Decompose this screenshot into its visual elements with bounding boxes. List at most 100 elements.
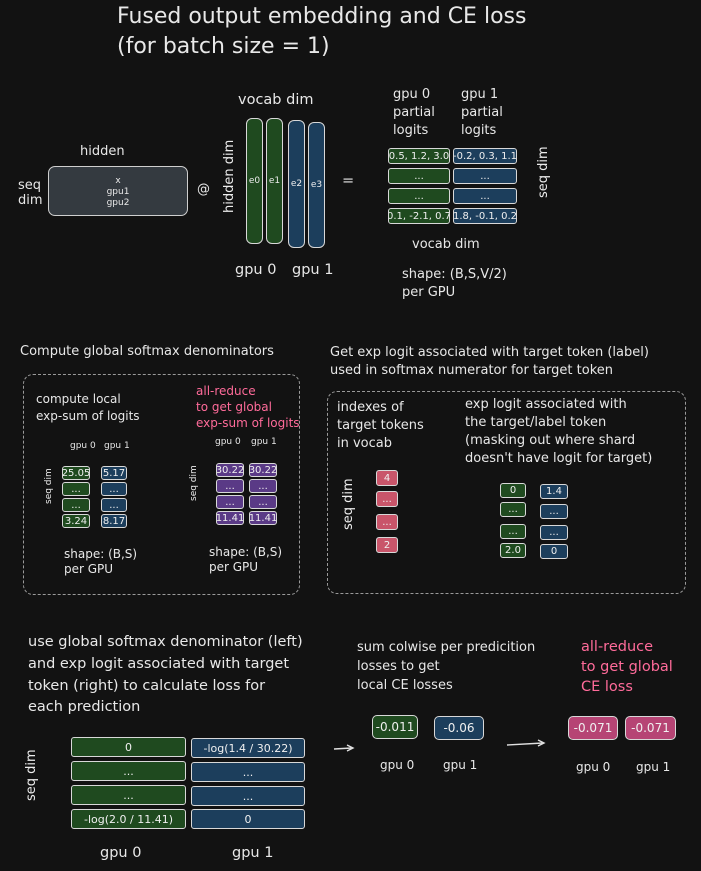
indexes-label-1: indexes of (337, 400, 404, 415)
exp-logit-label-2: the target/label token (465, 415, 607, 430)
target-logit-heading-2: used in softmax numerator for target tok… (330, 363, 614, 378)
logit-g-row-0: 0.5, 1.2, 3.0 (388, 148, 450, 164)
global-ce-gpu0: -0.071 (568, 716, 618, 740)
exp-logit-label-1: exp logit associated with (465, 397, 627, 412)
global-shape-2: per GPU (209, 560, 259, 574)
local-expsum-label-2: exp-sum of logits (36, 409, 140, 423)
loss-gpu0-label: gpu 0 (100, 845, 142, 861)
exp-logit-label-4: doesn't have logit for target) (465, 451, 653, 466)
global-ce-gpu1: -0.071 (625, 716, 676, 740)
logit-b-row-2: ... (453, 188, 517, 204)
hidden-gpu2: gpu2 (106, 198, 130, 208)
exp-logit-g-0: 0 (500, 483, 526, 498)
global-expsum-p1-1: ... (249, 479, 277, 493)
loss-gpu1-label: gpu 1 (232, 845, 274, 861)
gpu1-partial-3: logits (461, 123, 497, 138)
global-expsum-p1-3: 11.41 (249, 511, 277, 525)
logit-g-row-3: 0.1, -2.1, 0.7 (388, 208, 450, 224)
global-seq-dim: seq dim (189, 465, 199, 501)
global-expsum-p0-1: ... (216, 479, 244, 493)
loss-b-row-3: 0 (191, 809, 305, 829)
vocab-dim-label-top: vocab dim (238, 92, 314, 108)
loss-g-row-1: ... (71, 761, 186, 781)
target-index-2: ... (376, 514, 398, 530)
loss-label-2: and exp logit associated with target (28, 656, 290, 672)
target-logit-heading-1: Get exp logit associated with target tok… (330, 345, 649, 360)
loss-b-row-2: ... (191, 786, 305, 806)
global-gpu0-label: gpu 0 (215, 437, 241, 447)
local-expsum-b-3: 8.17 (101, 514, 127, 528)
exp-logit-b-3: 0 (540, 544, 568, 559)
gpu0-partial-2: partial (393, 105, 435, 120)
equals-symbol: = (342, 173, 355, 189)
local-expsum-b-2: ... (101, 498, 127, 512)
loss-b-row-1: ... (191, 762, 305, 782)
target-index-1: ... (376, 491, 398, 507)
hidden-x: x (115, 176, 121, 186)
global-ce-gpu0-label: gpu 0 (576, 760, 611, 774)
diagram-title-line2: (for batch size = 1) (117, 34, 330, 59)
hidden-matrix: x gpu1 gpu2 (48, 166, 188, 216)
target-seq-dim: seq dim (341, 478, 356, 530)
global-ce-allreduce-2: to get global (581, 659, 673, 675)
exp-logit-label-3: (masking out where shard (465, 433, 636, 448)
global-shape-1: shape: (B,S) (209, 545, 283, 559)
gpu0-embed-label: gpu 0 (235, 262, 277, 278)
seq-dim-label-right: seq dim (536, 146, 551, 198)
exp-logit-b-1: ... (540, 504, 568, 519)
softmax-denominator-heading: Compute global softmax denominators (20, 344, 274, 359)
local-expsum-g-1: ... (62, 482, 90, 496)
global-ce-allreduce-1: all-reduce (581, 639, 654, 655)
logit-b-row-3: 1.8, -0.1, 0.2 (453, 208, 517, 224)
allreduce-label-1: all-reduce (196, 384, 256, 398)
matmul-symbol: @ (197, 182, 210, 197)
embedding-col-e2: e2 (288, 120, 305, 248)
softmax-denominator-panel (23, 374, 300, 595)
exp-logit-g-2: ... (500, 524, 526, 539)
logit-b-row-0: -0.2, 0.3, 1.1 (453, 148, 517, 164)
shape-label-2: per GPU (402, 285, 456, 300)
local-ce-gpu0: -0.011 (372, 715, 418, 739)
loss-g-row-0: 0 (71, 737, 186, 757)
hidden-gpu1: gpu1 (106, 187, 130, 197)
global-gpu1-label: gpu 1 (251, 437, 277, 447)
arrow-right-icon (333, 744, 355, 752)
local-expsum-g-2: ... (62, 498, 90, 512)
vocab-dim-label-bottom: vocab dim (412, 237, 480, 252)
local-ce-gpu1: -0.06 (434, 716, 484, 740)
sum-label-2: losses to get (357, 659, 440, 674)
allreduce-label-3: exp-sum of logits (196, 416, 300, 430)
logit-g-row-2: ... (388, 188, 450, 204)
gpu1-embed-label: gpu 1 (292, 262, 334, 278)
exp-logit-b-0: 1.4 (540, 484, 568, 499)
local-expsum-b-1: ... (101, 482, 127, 496)
global-ce-gpu1-label: gpu 1 (636, 760, 671, 774)
seq-dim-label-a: seq (18, 178, 42, 193)
global-expsum-p1-2: ... (249, 495, 277, 509)
exp-logit-b-2: ... (540, 525, 568, 540)
logit-g-row-1: ... (388, 168, 450, 184)
global-expsum-p0-0: 30.22 (216, 463, 244, 477)
local-expsum-g-0: 25.05 (62, 466, 90, 480)
local-expsum-label-1: compute local (36, 392, 121, 406)
sum-label-3: local CE losses (357, 678, 453, 693)
exp-logit-g-1: ... (500, 502, 526, 517)
shape-label-1: shape: (B,S,V/2) (402, 267, 507, 282)
loss-seq-dim: seq dim (24, 749, 39, 801)
local-ce-gpu0-label: gpu 0 (380, 758, 415, 772)
local-shape-1: shape: (B,S) (64, 547, 138, 561)
target-logit-panel (327, 391, 686, 594)
local-shape-2: per GPU (64, 562, 114, 576)
loss-label-3: token (right) to calculate loss for (28, 678, 266, 694)
global-expsum-p0-3: 11.41 (216, 511, 244, 525)
hidden-dim-label: hidden dim (222, 139, 237, 213)
local-ce-gpu1-label: gpu 1 (443, 758, 478, 772)
loss-label-1: use global softmax denominator (left) (28, 634, 303, 650)
target-index-3: 2 (376, 537, 398, 553)
loss-b-row-0: -log(1.4 / 30.22) (191, 738, 305, 758)
local-gpu1-label: gpu 1 (104, 441, 130, 451)
embedding-col-e1: e1 (266, 118, 283, 244)
global-ce-allreduce-3: CE loss (581, 679, 633, 695)
exp-logit-g-3: 2.0 (500, 543, 526, 558)
gpu1-partial-2: partial (461, 105, 503, 120)
